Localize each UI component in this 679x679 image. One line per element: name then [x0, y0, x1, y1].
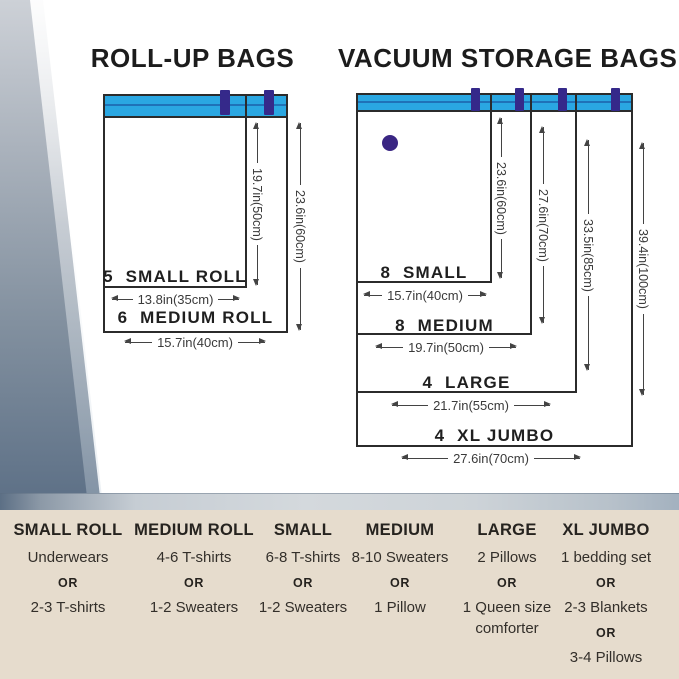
column-header: XL JUMBO — [562, 521, 650, 539]
height-measure-small-roll: 19.7in(50cm) — [249, 122, 265, 286]
arrow-right-icon — [533, 454, 582, 460]
section-divider-strip — [0, 493, 679, 511]
vacuum-bag-outline-jumbo — [356, 93, 633, 447]
capacity-column-small-roll: SMALL ROLL Underwears OR 2-3 T-shirts — [6, 510, 130, 679]
rollup-seal-strip — [105, 96, 286, 118]
vacuum-bag-divider-small — [490, 94, 492, 283]
arrow-up-icon — [253, 122, 259, 163]
height-measure-medium-roll: 23.6in(60cm) — [292, 121, 308, 332]
arrow-right-icon — [467, 291, 488, 297]
arrow-left-icon — [362, 291, 383, 297]
capacity-item: 1-2 Sweaters — [258, 599, 348, 616]
capacity-item: 1 bedding set — [560, 549, 652, 566]
zip-clip-icon — [558, 88, 567, 111]
zip-clip-icon — [515, 88, 524, 111]
arrow-down-icon — [639, 313, 645, 397]
or-separator: OR — [596, 576, 616, 590]
capacity-item: 6-8 T-shirts — [265, 549, 341, 566]
vacuum-bag-divider-large — [575, 94, 577, 393]
or-separator: OR — [596, 626, 616, 640]
bag-label-medium: 8 MEDIUM — [395, 316, 494, 335]
vacuum-seal-strip — [358, 95, 631, 112]
arrow-down-icon — [253, 245, 259, 286]
rollup-bag-bottom-small — [104, 286, 247, 288]
bag-label-small: 8 SMALL — [380, 263, 468, 282]
arrow-up-icon — [497, 117, 503, 157]
vacuum-bag-bottom-small — [357, 281, 492, 283]
zip-clip-icon — [471, 88, 480, 111]
width-measure-large: 21.7in(55cm) — [390, 398, 552, 413]
zip-clip-icon — [611, 88, 620, 111]
arrow-down-icon — [296, 267, 302, 332]
or-separator: OR — [497, 576, 517, 590]
arrow-left-icon — [390, 401, 429, 407]
width-measure-medium-roll: 15.7in(40cm) — [123, 335, 267, 350]
or-separator: OR — [293, 576, 313, 590]
capacity-item: 2 Pillows — [477, 549, 537, 566]
column-header: SMALL ROLL — [13, 521, 123, 539]
capacity-item: 4-6 T-shirts — [156, 549, 232, 566]
vacuum-bag-bottom-large — [357, 391, 577, 393]
column-header: SMALL — [273, 521, 333, 539]
or-separator: OR — [184, 576, 204, 590]
arrow-right-icon — [513, 401, 552, 407]
rollup-title: ROLL-UP BAGS — [90, 43, 295, 73]
capacity-item: 2-3 T-shirts — [30, 599, 106, 616]
height-measure-medium: 27.6in(70cm) — [535, 126, 551, 324]
capacity-item: 3-4 Pillows — [569, 649, 643, 666]
vacuum-title: VACUUM STORAGE BAGS — [338, 43, 678, 73]
seal-strip-line — [358, 101, 631, 103]
height-measure-xl-jumbo: 39.4in(100cm) — [635, 141, 651, 397]
vacuum-bag-divider-medium — [530, 94, 532, 335]
width-measure-xl-jumbo: 27.6in(70cm) — [400, 451, 582, 466]
height-measure-large: 33.5in(85cm) — [580, 139, 596, 371]
arrow-left-icon — [374, 343, 404, 349]
arrow-left-icon — [111, 295, 133, 301]
capacity-item: 2-3 Blankets — [564, 599, 648, 616]
height-measure-small: 23.6in(60cm) — [493, 117, 509, 279]
or-separator: OR — [390, 576, 410, 590]
rollup-bag-divider-small — [245, 95, 247, 288]
column-header: LARGE — [477, 521, 537, 539]
width-measure-small-roll: 13.8in(35cm) — [111, 292, 240, 307]
capacity-column-small: SMALL 6-8 T-shirts OR 1-2 Sweaters — [246, 510, 360, 679]
column-header: MEDIUM — [365, 521, 435, 539]
width-measure-small: 15.7in(40cm) — [362, 288, 488, 303]
vacuum-valve-icon — [382, 135, 398, 151]
arrow-right-icon — [237, 338, 267, 344]
arrow-down-icon — [584, 296, 590, 371]
capacity-column-medium-roll: MEDIUM ROLL 4-6 T-shirts OR 1-2 Sweaters — [132, 510, 256, 679]
arrow-down-icon — [539, 266, 545, 324]
arrow-up-icon — [539, 126, 545, 184]
zip-clip-icon — [264, 90, 274, 115]
column-header: MEDIUM ROLL — [134, 521, 254, 539]
bag-label-large: 4 LARGE — [422, 373, 511, 392]
or-separator: OR — [58, 576, 78, 590]
capacity-item: 1 Queen size comforter — [462, 599, 552, 637]
zip-clip-icon — [220, 90, 230, 115]
capacity-table-background — [0, 510, 679, 679]
bag-label-medium-roll: 6 MEDIUM ROLL — [117, 308, 274, 327]
capacity-column-xl-jumbo: XL JUMBO 1 bedding set OR 2-3 Blankets O… — [547, 510, 665, 679]
arrow-up-icon — [296, 121, 302, 186]
arrow-right-icon — [488, 343, 518, 349]
capacity-item: Underwears — [27, 549, 109, 566]
capacity-item: 1-2 Sweaters — [149, 599, 239, 616]
capacity-column-medium: MEDIUM 8-10 Sweaters OR 1 Pillow — [343, 510, 457, 679]
width-measure-medium: 19.7in(50cm) — [374, 340, 518, 355]
seal-strip-line — [105, 104, 286, 106]
capacity-column-large: LARGE 2 Pillows OR 1 Queen size comforte… — [450, 510, 564, 679]
arrow-up-icon — [639, 141, 645, 225]
arrow-up-icon — [584, 139, 590, 214]
capacity-item: 1 Pillow — [374, 599, 426, 616]
arrow-left-icon — [123, 338, 153, 344]
bag-label-xl-jumbo: 4 XL JUMBO — [434, 426, 555, 445]
capacity-item: 8-10 Sweaters — [351, 549, 449, 566]
vacuum-bag-bottom-medium — [357, 333, 532, 335]
arrow-down-icon — [497, 239, 503, 279]
arrow-right-icon — [218, 295, 240, 301]
arrow-left-icon — [400, 454, 449, 460]
bag-label-small-roll: 5 SMALL ROLL — [103, 267, 247, 286]
